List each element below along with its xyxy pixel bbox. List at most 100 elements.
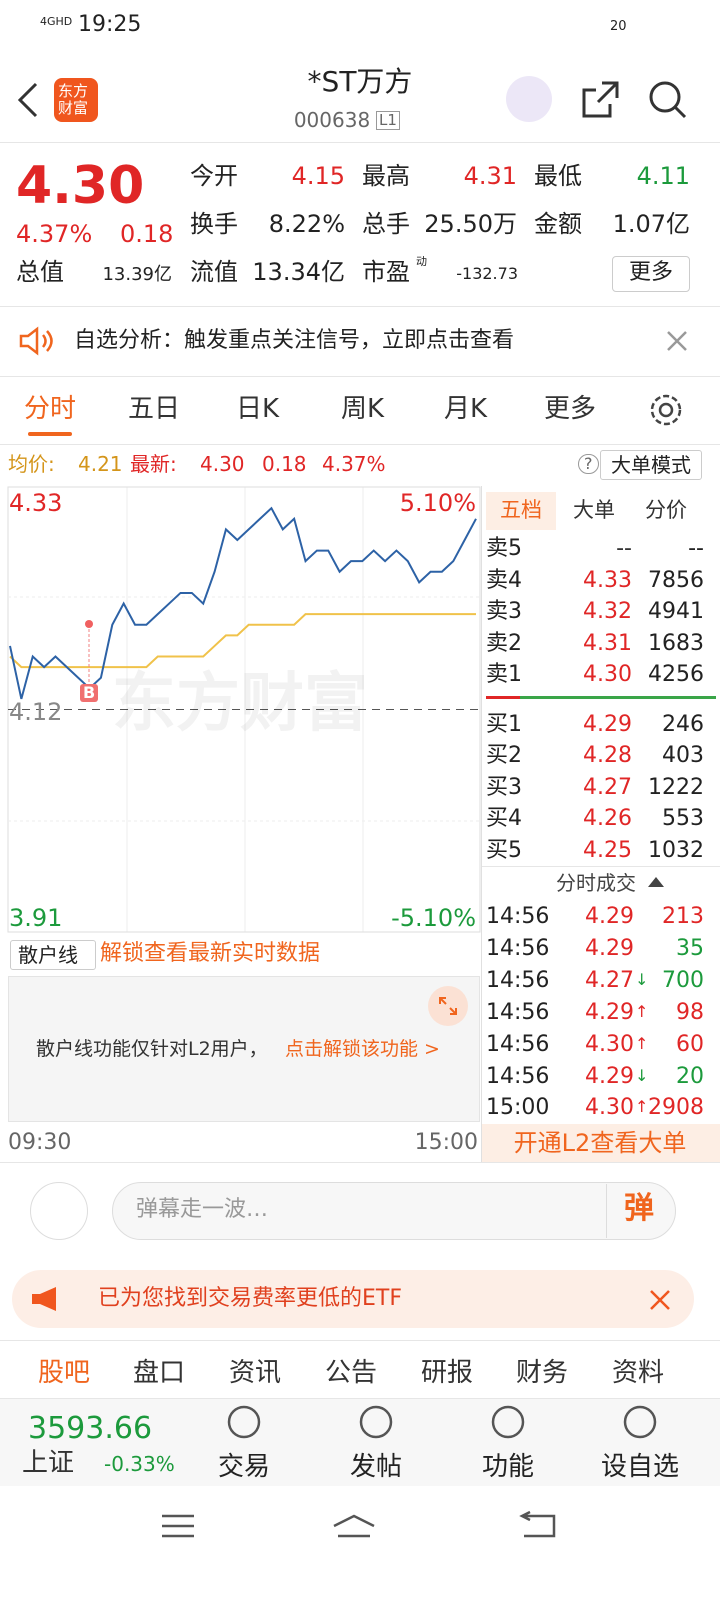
bottom-tab[interactable]: 资料 bbox=[612, 1358, 665, 1388]
order-label: 卖5 bbox=[486, 536, 522, 561]
l2-banner[interactable] bbox=[482, 1124, 720, 1162]
divider bbox=[0, 1162, 720, 1163]
orderbook-tab[interactable]: 五档 bbox=[500, 498, 542, 522]
search-icon[interactable] bbox=[648, 80, 688, 120]
level-badge: L1 bbox=[376, 111, 400, 130]
nav-item[interactable]: 交易 bbox=[217, 1452, 271, 1482]
nav-item[interactable]: 设自选 bbox=[600, 1452, 680, 1482]
orderbook-tab[interactable]: 分价 bbox=[645, 498, 687, 522]
megaphone-icon bbox=[32, 1287, 56, 1311]
bottom-tab[interactable]: 股吧 bbox=[38, 1358, 91, 1388]
trade-volume: 20 bbox=[676, 1064, 704, 1089]
x-label: 09:30 bbox=[8, 1130, 72, 1155]
comment-placeholder[interactable]: 弹幕走一波… bbox=[136, 1197, 269, 1222]
more-button[interactable]: 更多 bbox=[628, 260, 674, 285]
close-icon[interactable] bbox=[666, 330, 688, 352]
danmu-button[interactable]: 弹 bbox=[624, 1191, 654, 1226]
stat-value: 8.22% bbox=[268, 210, 345, 238]
trade-time: 14:56 bbox=[486, 968, 550, 993]
trade-time: 14:56 bbox=[486, 936, 550, 961]
x-label: 15:00 bbox=[414, 1130, 478, 1155]
trades-title: 分时成交 bbox=[556, 871, 636, 895]
trade-volume: 35 bbox=[676, 936, 704, 961]
order-label: 卖4 bbox=[486, 568, 522, 593]
order-price: 4.31 bbox=[583, 631, 632, 656]
index-value: 3593.66 bbox=[28, 1411, 153, 1446]
settings-icon[interactable] bbox=[648, 392, 684, 428]
order-label: 买1 bbox=[486, 712, 522, 737]
comment-input[interactable] bbox=[112, 1182, 676, 1240]
bottom-tab[interactable]: 财务 bbox=[516, 1358, 569, 1388]
change: 0.18 bbox=[120, 220, 174, 248]
trade-volume: 60 bbox=[676, 1032, 704, 1057]
bottom-tab[interactable]: 资讯 bbox=[229, 1358, 282, 1388]
notice[interactable]: 自选分析：触发重点关注信号，立即点击查看 bbox=[74, 328, 515, 353]
trade-volume: 98 bbox=[676, 1000, 704, 1025]
unlock-link[interactable]: 解锁查看最新实时数据 bbox=[100, 941, 321, 966]
network: 4GHD bbox=[40, 15, 73, 28]
trade-arrow: ↑ bbox=[635, 1002, 649, 1021]
retail-select[interactable] bbox=[10, 940, 96, 970]
more-button[interactable] bbox=[612, 256, 690, 292]
retail-link[interactable]: 点击解锁该功能 > bbox=[285, 1038, 440, 1060]
back-icon[interactable] bbox=[16, 80, 40, 120]
ad-close[interactable] bbox=[650, 1290, 670, 1310]
pct-label: -5.10% bbox=[391, 904, 476, 932]
chart-tab[interactable]: 日K bbox=[236, 394, 280, 424]
order-volume: 7856 bbox=[648, 568, 704, 593]
chart-tab[interactable]: 分时 bbox=[24, 394, 77, 424]
expand-button[interactable] bbox=[428, 986, 468, 1026]
orderbook-tab[interactable]: 大单 bbox=[573, 498, 615, 522]
stat-label: 流值 bbox=[190, 258, 238, 286]
bottom-tab[interactable]: 盘口 bbox=[133, 1358, 186, 1388]
trade-volume: 2908 bbox=[648, 1095, 704, 1120]
chart-tab[interactable]: 更多 bbox=[544, 394, 597, 424]
stat-label: 金额 bbox=[534, 210, 582, 238]
mode-button[interactable]: 大单模式 bbox=[611, 453, 691, 477]
retail-select[interactable]: 散户线 bbox=[18, 943, 78, 967]
trade-time: 14:56 bbox=[486, 904, 550, 929]
watermark: 东方财富 bbox=[112, 667, 368, 741]
expand-icon[interactable] bbox=[438, 996, 458, 1016]
nav-item[interactable]: 功能 bbox=[481, 1452, 535, 1482]
summary-item: 均价: bbox=[8, 452, 55, 476]
stat-value: 13.39亿 bbox=[102, 264, 172, 285]
bottom-tab[interactable]: 研报 bbox=[421, 1358, 474, 1388]
stat-label: 最低 bbox=[534, 162, 582, 190]
stat-label: 最高 bbox=[362, 162, 410, 190]
stat-label: 换手 bbox=[190, 210, 238, 238]
ad-text[interactable]: 已为您找到交易费率更低的ETF bbox=[98, 1286, 402, 1311]
logo-box[interactable] bbox=[54, 78, 98, 122]
stat-value: -132.73 bbox=[456, 264, 518, 283]
stat-value: 1.07亿 bbox=[612, 210, 690, 238]
summary-item: 4.21 bbox=[78, 452, 123, 476]
help[interactable]: ? bbox=[578, 454, 599, 474]
chart-tab[interactable]: 五日 bbox=[128, 394, 181, 424]
chart-tab[interactable]: 周K bbox=[341, 394, 385, 424]
divider bbox=[482, 866, 720, 867]
share-icon[interactable] bbox=[580, 80, 620, 120]
ad-banner[interactable] bbox=[12, 1270, 694, 1328]
trade-price: 4.29 bbox=[585, 1000, 634, 1025]
bottom-tab[interactable]: 公告 bbox=[325, 1358, 378, 1388]
order-volume: 403 bbox=[662, 743, 704, 768]
trade-arrow: ↓ bbox=[635, 970, 649, 989]
ask-bid-separator bbox=[520, 696, 716, 699]
order-price: 4.25 bbox=[583, 838, 632, 863]
home-nav[interactable] bbox=[160, 1510, 560, 1542]
divider bbox=[0, 376, 720, 377]
y-tick-label: 4.33 bbox=[9, 489, 63, 517]
l2-banner-text[interactable]: 开通L2查看大单 bbox=[513, 1129, 687, 1157]
stat-value: 13.34亿 bbox=[252, 258, 345, 286]
mode-button[interactable] bbox=[600, 450, 702, 480]
orderbook-border bbox=[481, 486, 482, 1162]
comment-icon[interactable] bbox=[30, 1182, 88, 1240]
divider bbox=[0, 1340, 720, 1341]
avatar[interactable] bbox=[506, 76, 552, 122]
trade-time: 14:56 bbox=[486, 1032, 550, 1057]
stock-title: *ST万方 bbox=[307, 65, 413, 98]
nav-item[interactable]: 发帖 bbox=[349, 1452, 403, 1482]
orderbook-tab-active[interactable] bbox=[486, 492, 556, 530]
chart-tab[interactable]: 月K bbox=[444, 394, 488, 424]
